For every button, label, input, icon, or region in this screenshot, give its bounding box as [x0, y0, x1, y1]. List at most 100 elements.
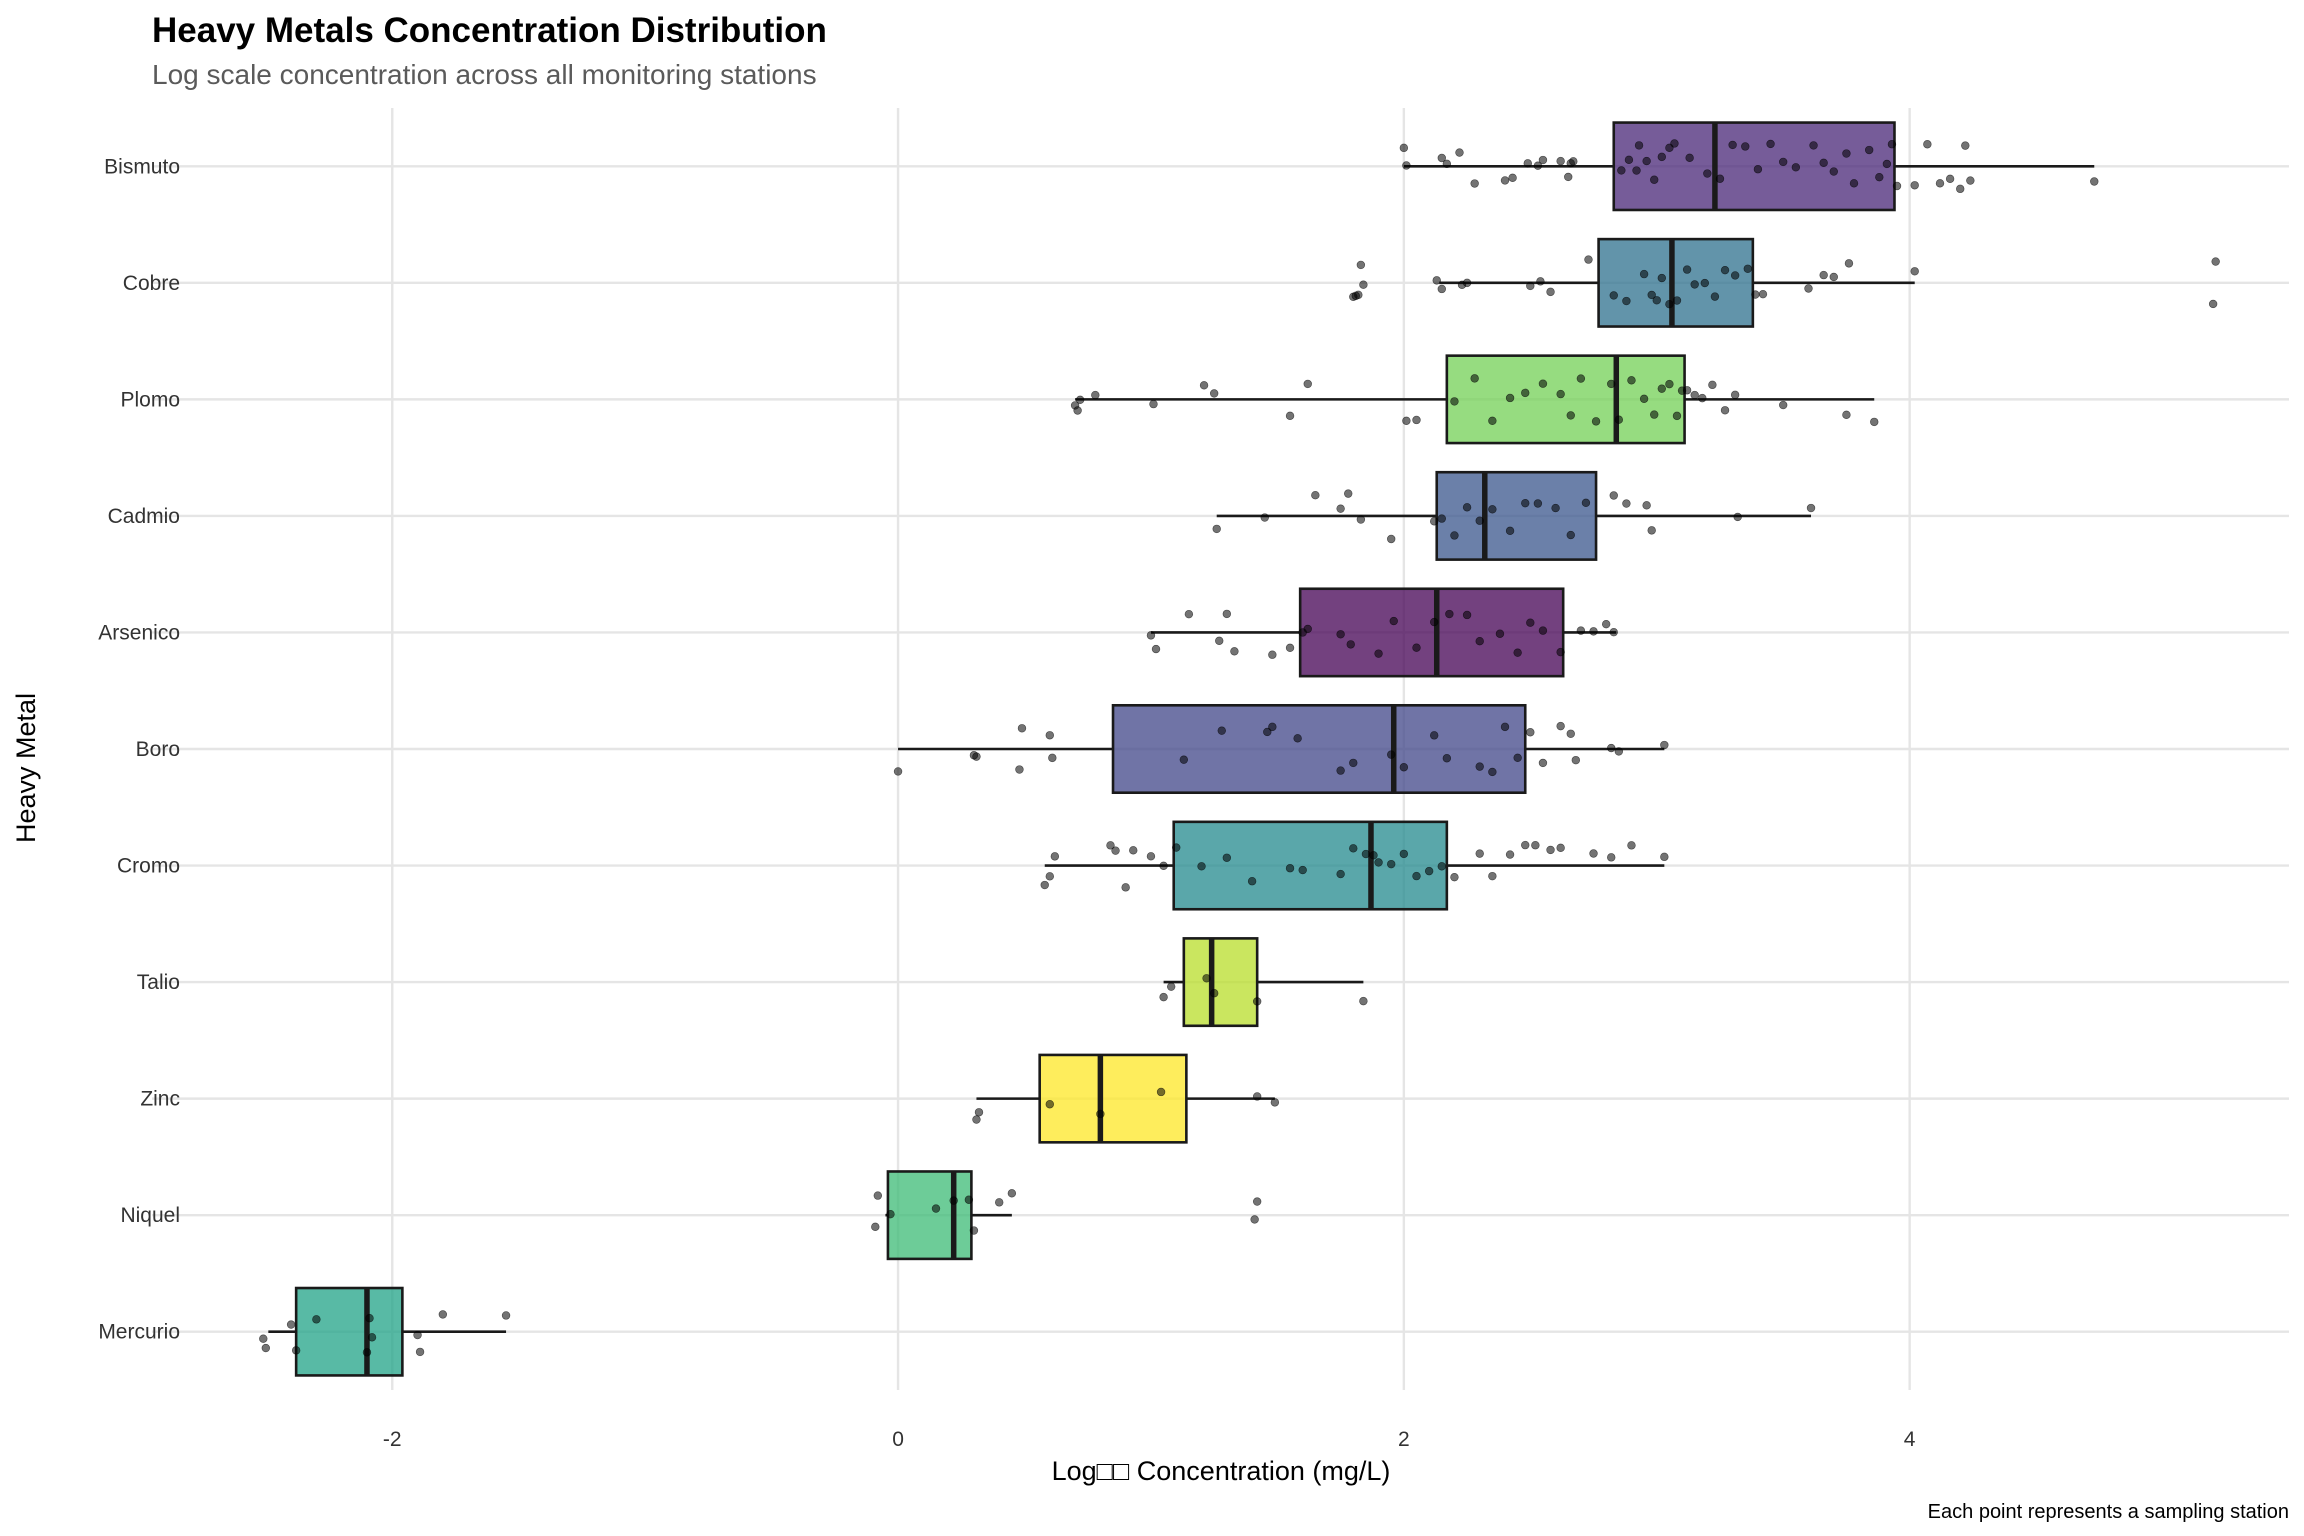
data-point [1614, 747, 1624, 756]
box-zinc [1038, 1053, 1188, 1144]
data-point [1566, 530, 1575, 540]
data-point [1758, 289, 1768, 299]
data-point [1354, 290, 1363, 300]
data-point [1369, 851, 1378, 860]
data-point [871, 1222, 880, 1232]
data-point [1864, 145, 1874, 155]
data-point [1660, 740, 1669, 750]
data-point [1252, 997, 1262, 1006]
data-point [1639, 269, 1649, 279]
data-point [1779, 157, 1788, 167]
data-point [1429, 517, 1439, 526]
data-point [1073, 406, 1082, 415]
data-point [1733, 512, 1742, 522]
data-point [1179, 755, 1189, 764]
data-point [1956, 184, 1965, 194]
y-axis-tick-labels: Bismuto Cobre Plomo Cadmio Arsenico Boro Cromo… [98, 155, 180, 1343]
data-point [1665, 299, 1674, 309]
data-point [286, 1320, 296, 1329]
data-point [1285, 411, 1295, 421]
data-point [1247, 877, 1257, 886]
data-point [1591, 417, 1601, 426]
data-point [1500, 722, 1510, 732]
data-point [1526, 281, 1535, 291]
data-point [1521, 498, 1530, 508]
data-point [1556, 843, 1565, 853]
data-point [1209, 389, 1219, 398]
data-point [1882, 159, 1892, 169]
data-point [1521, 840, 1530, 850]
y-axis-title: Heavy Metal [11, 693, 41, 843]
data-point [1346, 640, 1355, 649]
data-point [1842, 410, 1851, 420]
data-point [1870, 417, 1879, 427]
data-point [1609, 627, 1618, 637]
data-point [1172, 843, 1181, 852]
data-point [1488, 505, 1497, 514]
data-point [1710, 292, 1720, 301]
data-point [1526, 728, 1535, 737]
chart-caption: Each point represents a sampling station [1928, 1501, 2289, 1523]
data-point [362, 1348, 372, 1357]
data-point [1564, 172, 1573, 182]
data-point [365, 1314, 374, 1323]
data-point [1576, 626, 1586, 635]
y-tick-label: Mercurio [98, 1321, 180, 1344]
data-point [1146, 852, 1156, 861]
data-point [1336, 869, 1345, 879]
data-point [995, 1198, 1004, 1207]
data-point [1753, 165, 1763, 174]
data-point [2208, 299, 2218, 309]
y-tick-label: Cromo [117, 855, 180, 878]
data-point [415, 1347, 425, 1357]
box-layer [294, 121, 1896, 1377]
data-point [438, 1310, 448, 1319]
data-point [1607, 743, 1616, 753]
data-point [1566, 411, 1575, 420]
data-point [1450, 872, 1459, 882]
data-point [1647, 290, 1656, 300]
data-point [1538, 155, 1548, 165]
box-plomo [1445, 354, 1686, 445]
data-point [1581, 498, 1591, 507]
data-point [1935, 179, 1945, 188]
data-point [1720, 406, 1730, 415]
data-point [1622, 296, 1631, 306]
data-point [367, 1333, 377, 1342]
data-point [1412, 871, 1421, 881]
data-point [1387, 859, 1396, 869]
chart-title: Heavy Metals Concentration Distribution [152, 11, 827, 50]
data-point [1495, 629, 1505, 638]
data-point [964, 1195, 974, 1204]
data-point [1521, 388, 1530, 398]
data-point [1349, 844, 1358, 853]
data-point [1849, 179, 1859, 188]
data-point [1569, 157, 1578, 166]
point-layer [259, 139, 2220, 1357]
data-point [1700, 278, 1710, 288]
data-point [1892, 181, 1902, 191]
y-tick-label: Cadmio [108, 505, 180, 528]
data-point [1910, 181, 1919, 190]
x-axis-tick-labels: -2 0 2 4 [383, 1428, 1916, 1451]
data-point [1349, 758, 1358, 768]
data-point [1887, 140, 1897, 149]
data-point [1311, 491, 1320, 500]
data-point [1121, 883, 1130, 892]
data-point [1546, 287, 1555, 297]
data-point [969, 1226, 979, 1235]
data-point [1526, 618, 1535, 627]
data-point [1627, 841, 1636, 850]
data-point [1632, 166, 1641, 175]
data-point [1437, 862, 1446, 871]
data-point [1690, 280, 1699, 289]
data-point [1508, 173, 1517, 183]
data-point [1424, 866, 1434, 876]
data-point [1129, 846, 1138, 855]
data-point [1538, 379, 1548, 388]
data-point [1650, 175, 1659, 184]
data-point [1842, 149, 1851, 158]
data-point [1045, 1100, 1054, 1109]
data-point [1523, 159, 1532, 168]
data-point [1743, 264, 1752, 273]
